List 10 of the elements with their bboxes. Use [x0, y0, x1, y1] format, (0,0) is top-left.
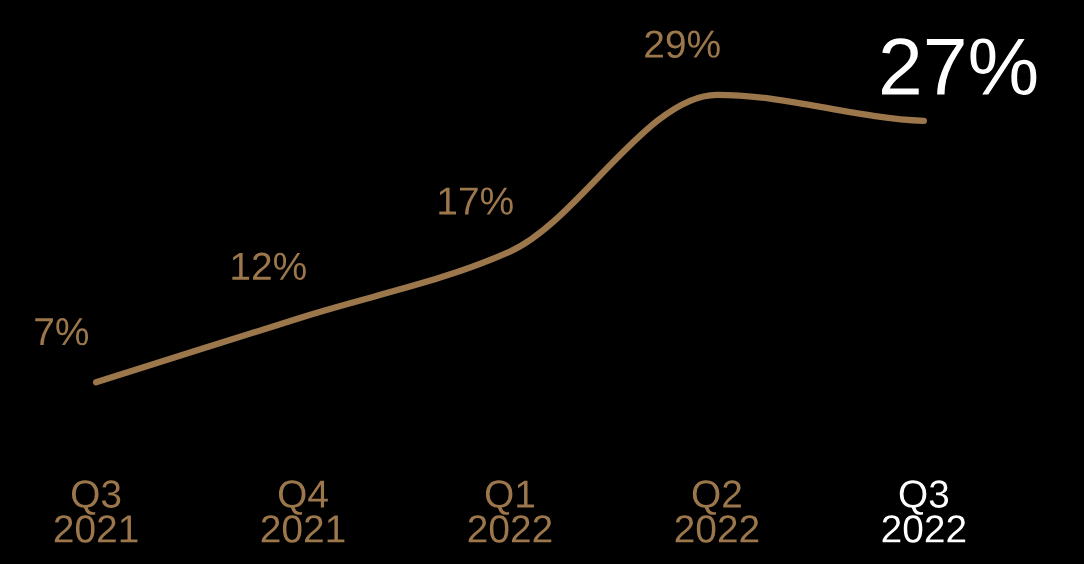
x-tick-label: Q3 2021: [54, 480, 138, 543]
data-label: 17%: [439, 187, 513, 215]
data-label: 12%: [232, 252, 306, 280]
data-label: 27%: [882, 38, 1037, 95]
data-label: 7%: [35, 318, 89, 346]
x-tick-label: Q3 2022: [882, 480, 966, 543]
data-label: 29%: [645, 30, 720, 58]
x-tick-label: Q2 2022: [675, 480, 759, 543]
x-tick-label: Q1 2022: [468, 480, 552, 543]
x-tick-label: Q4 2021: [261, 480, 345, 543]
